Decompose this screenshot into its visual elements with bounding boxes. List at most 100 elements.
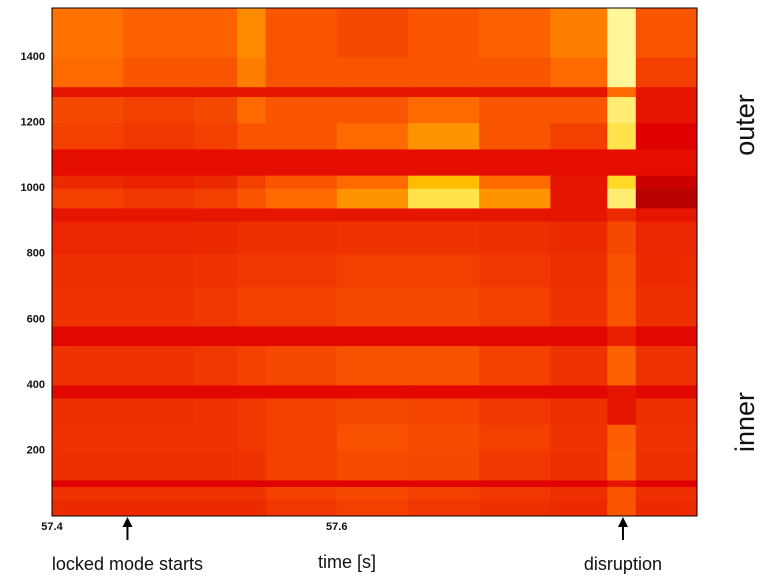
heatmap-cell — [265, 499, 338, 517]
heatmap-cell — [407, 450, 480, 481]
heatmap-cell — [407, 479, 480, 488]
heatmap-cell — [336, 286, 409, 327]
heatmap-cell — [407, 486, 480, 501]
heatmap-cell — [336, 86, 409, 97]
heatmap-cell — [550, 207, 608, 222]
heatmap-cell — [479, 188, 551, 209]
heatmap-cell — [123, 450, 195, 481]
y-tick-label: 1400 — [21, 51, 45, 63]
heatmap-cell — [52, 424, 124, 451]
heatmap-cell — [479, 499, 551, 517]
heatmap-cell — [407, 96, 480, 124]
heatmap-cell — [237, 148, 267, 176]
heatmap-cell — [607, 486, 637, 501]
heatmap-cell — [607, 175, 637, 189]
heatmap-cell — [607, 450, 637, 481]
heatmap-cell — [265, 486, 338, 501]
heatmap-cell — [265, 286, 338, 327]
heatmap-cell — [607, 424, 637, 451]
heatmap-cell — [407, 57, 480, 88]
heatmap-cell — [635, 221, 698, 255]
heatmap-cell — [194, 479, 238, 488]
heatmap-cell — [635, 345, 698, 386]
heatmap-cell — [550, 384, 608, 399]
heatmap-cell — [550, 286, 608, 327]
heatmap-cell — [407, 86, 480, 97]
heatmap-cell — [123, 122, 195, 150]
heatmap-cell — [479, 450, 551, 481]
y-tick-label: 600 — [27, 313, 45, 325]
heatmap-cell — [123, 253, 195, 288]
heatmap-cell — [407, 384, 480, 399]
heatmap-cell — [194, 325, 238, 347]
annotation: locked mode starts — [52, 554, 203, 574]
heatmap-cell — [479, 479, 551, 488]
heatmap-cell — [635, 253, 698, 288]
heatmap-cell — [550, 499, 608, 517]
heatmap-cell — [52, 148, 124, 176]
heatmap-cell — [194, 8, 238, 58]
heatmap-cell — [237, 486, 267, 501]
heatmap-cell — [407, 188, 480, 209]
heatmap-cell — [265, 345, 338, 386]
heatmap-cell — [123, 188, 195, 209]
heatmap-cell — [479, 221, 551, 255]
heatmap-cell — [635, 450, 698, 481]
heatmap-cell — [407, 424, 480, 451]
heatmap-cell — [635, 499, 698, 517]
heatmap-cell — [123, 175, 195, 189]
heatmap-cell — [550, 221, 608, 255]
heatmap-cell — [550, 325, 608, 347]
heatmap-cell — [635, 175, 698, 189]
heatmap-cell — [550, 188, 608, 209]
heatmap-cell — [479, 96, 551, 124]
heatmap-cell — [194, 424, 238, 451]
heatmap-cell — [336, 345, 409, 386]
heatmap-cell — [123, 345, 195, 386]
annotation: disruption — [584, 554, 662, 574]
heatmap-cell — [52, 325, 124, 347]
heatmap-cell — [123, 148, 195, 176]
heatmap-cell — [52, 221, 124, 255]
heatmap-cell — [607, 286, 637, 327]
heatmap-cell — [479, 253, 551, 288]
heatmap-cell — [336, 450, 409, 481]
heatmap-cell — [194, 253, 238, 288]
heatmap-cell — [336, 57, 409, 88]
heatmap-cell — [479, 345, 551, 386]
heatmap-cell — [194, 499, 238, 517]
heatmap-cell — [123, 479, 195, 488]
heatmap-cell — [52, 86, 124, 97]
heatmap-cell — [550, 8, 608, 58]
heatmap-cell — [407, 499, 480, 517]
heatmap-cell — [479, 86, 551, 97]
heatmap-cell — [265, 398, 338, 425]
x-tick-label: 57.6 — [326, 521, 347, 533]
heatmap-cell — [550, 450, 608, 481]
heatmap-cell — [123, 57, 195, 88]
heatmap-cell — [123, 8, 195, 58]
heatmap-cell — [336, 148, 409, 176]
heatmap-cell — [607, 148, 637, 176]
heatmap-cell — [550, 86, 608, 97]
heatmap-cell — [265, 122, 338, 150]
heatmap-cell — [265, 96, 338, 124]
heatmap-cell — [237, 398, 267, 425]
heatmap-cell — [550, 345, 608, 386]
heatmap-cell — [194, 86, 238, 97]
heatmap-cell — [336, 175, 409, 189]
heatmap-cell — [237, 57, 267, 88]
heatmap-cell — [237, 207, 267, 222]
heatmap-cell — [607, 86, 637, 97]
heatmap-cell — [265, 188, 338, 209]
y-tick-label: 800 — [27, 248, 45, 260]
heatmap-cell — [550, 486, 608, 501]
y-tick-label: 1200 — [21, 117, 45, 129]
heatmap-cell — [237, 8, 267, 58]
heatmap-cell — [336, 207, 409, 222]
heatmap-cell — [607, 188, 637, 209]
heatmap-cell — [479, 122, 551, 150]
heatmap-cell — [479, 57, 551, 88]
y-tick-label: 1000 — [21, 182, 45, 194]
heatmap-cell — [607, 398, 637, 425]
